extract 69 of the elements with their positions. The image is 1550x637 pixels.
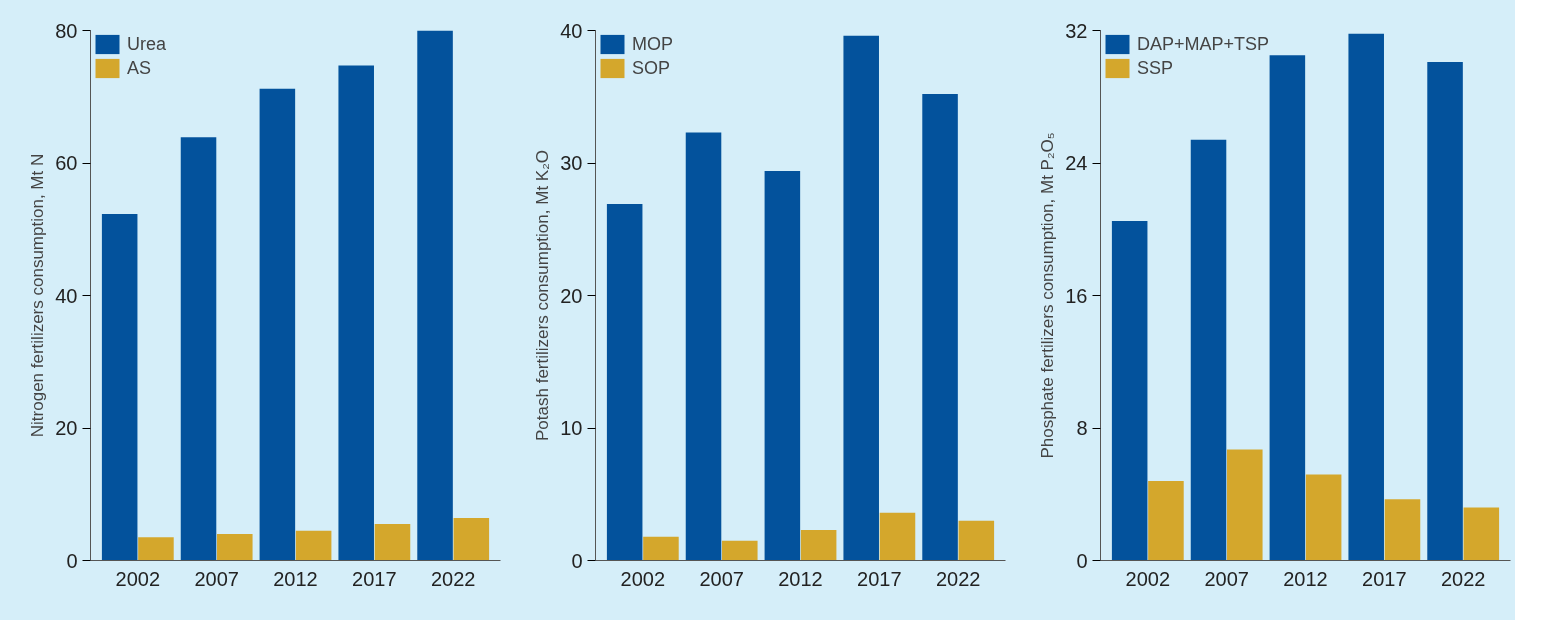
bar (453, 518, 490, 561)
bar (800, 530, 837, 561)
bar (295, 530, 332, 561)
bar (958, 520, 995, 561)
x-tick-label: 2007 (699, 567, 744, 590)
legend-label: SOP (632, 57, 671, 79)
bar (1384, 499, 1421, 561)
bar (1148, 481, 1184, 561)
bar (685, 132, 722, 561)
bar (417, 30, 453, 561)
legend-label: DAP+MAP+TSP (1137, 33, 1270, 55)
bar (606, 204, 643, 561)
y-tick-label: 16 (1065, 284, 1088, 307)
y-tick-label: 0 (1076, 549, 1088, 572)
y-tick-label: 0 (571, 549, 583, 572)
x-tick-label: 2022 (935, 567, 981, 590)
x-tick-label: 2017 (1362, 567, 1407, 590)
x-tick-label: 2012 (1283, 567, 1328, 590)
bar (1269, 55, 1306, 561)
bar (138, 537, 174, 561)
bar (643, 536, 679, 561)
legend-label: Urea (127, 33, 167, 55)
bar (1227, 449, 1263, 561)
bar (1427, 61, 1463, 561)
bar (1463, 507, 1500, 561)
bar (722, 540, 758, 561)
bar (1190, 139, 1227, 561)
x-tick-label: 2007 (1204, 567, 1249, 590)
bar (259, 88, 296, 561)
bar (764, 170, 801, 561)
x-tick-label: 2002 (620, 567, 666, 590)
bar (843, 35, 879, 561)
y-tick-label: 10 (560, 417, 583, 439)
y-tick-label: 30 (560, 152, 583, 174)
legend-label: MOP (632, 33, 674, 55)
x-tick-label: 2017 (352, 567, 397, 590)
y-tick-label: 8 (1076, 417, 1088, 439)
legend-label: SSP (1137, 57, 1174, 79)
bar (922, 94, 958, 561)
y-tick-label: 20 (55, 417, 78, 439)
y-axis-title: Potash fertilizers consumption, Mt K₂O (533, 150, 553, 441)
bar (338, 65, 374, 561)
y-tick-label: 40 (560, 19, 583, 42)
bar (1348, 33, 1384, 561)
y-tick-label: 24 (1065, 152, 1088, 174)
y-tick-label: 0 (66, 549, 78, 572)
y-axis-title: Phosphate fertilizers consumption, Mt P₂O₅ (1038, 132, 1058, 459)
y-tick-label: 32 (1065, 19, 1088, 42)
legend-label: AS (127, 57, 152, 79)
bar (1305, 474, 1342, 561)
bar (180, 137, 217, 561)
bar (374, 524, 411, 561)
y-axis-title: Nitrogen fertilizers consumption, Mt N (28, 153, 48, 438)
bar (101, 214, 138, 561)
bar (879, 512, 916, 561)
bar (217, 534, 253, 561)
x-tick-label: 2002 (1125, 567, 1171, 590)
y-tick-label: 40 (55, 284, 78, 307)
x-tick-label: 2007 (194, 567, 239, 590)
bar (1111, 220, 1148, 561)
x-tick-label: 2017 (857, 567, 902, 590)
x-tick-label: 2012 (778, 567, 823, 590)
x-tick-label: 2022 (430, 567, 476, 590)
x-tick-label: 2022 (1440, 567, 1486, 590)
y-tick-label: 20 (560, 284, 583, 307)
x-tick-label: 2012 (273, 567, 318, 590)
y-tick-label: 80 (55, 19, 78, 42)
y-tick-label: 60 (55, 152, 78, 174)
x-tick-label: 2002 (115, 567, 161, 590)
